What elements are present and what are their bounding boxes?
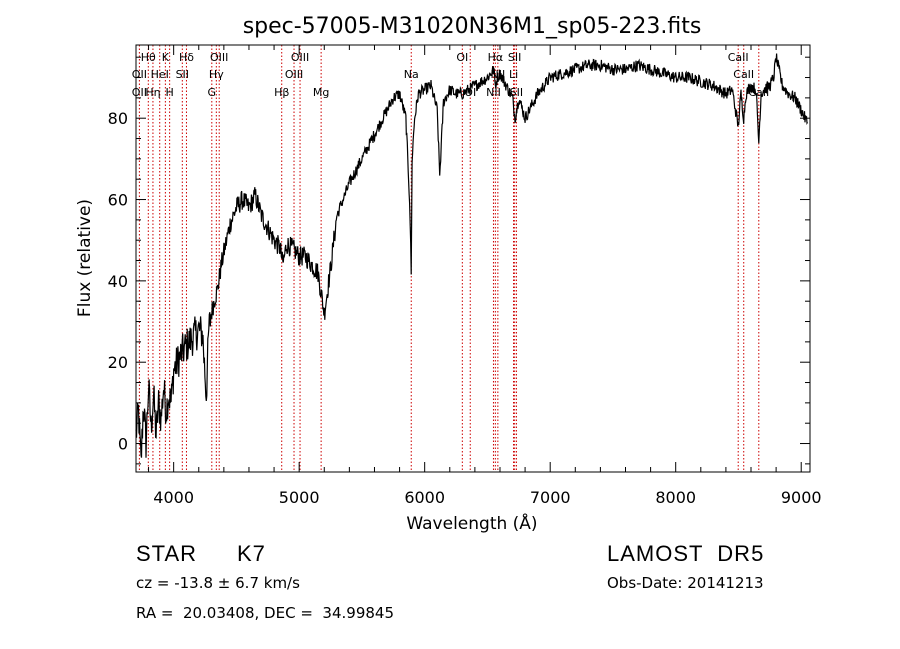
line-label: H <box>165 86 173 99</box>
line-label: Hη <box>145 86 160 99</box>
y-tick-label: 40 <box>108 272 128 291</box>
obs-date: Obs-Date: 20141213 <box>607 574 764 592</box>
line-label: CaII <box>733 68 754 81</box>
class-label: STAR <box>136 541 198 566</box>
line-label: OIII <box>210 51 228 64</box>
line-label: Hβ <box>274 86 289 99</box>
spectrum-line <box>135 53 809 458</box>
x-tick-label: 9000 <box>781 488 822 507</box>
cz-value: cz = -13.8 ± 6.7 km/s <box>136 574 300 592</box>
plot-frame <box>135 44 811 473</box>
y-tick-label: 20 <box>108 353 128 372</box>
y-tick-label: 60 <box>108 191 128 210</box>
coordinates: RA = 20.03408, DEC = 34.99845 <box>136 604 395 622</box>
line-label: Li <box>509 68 518 81</box>
y-tick-label: 80 <box>108 109 128 128</box>
line-label: OI <box>456 51 468 64</box>
line-label: Hγ <box>209 68 224 81</box>
line-label: NII <box>486 86 501 99</box>
x-tick-label: 5000 <box>279 488 320 507</box>
y-axis-label: Flux (relative) <box>75 199 95 317</box>
line-label: HeI <box>151 68 169 81</box>
line-label: OIII <box>291 51 309 64</box>
x-tick-label: 8000 <box>655 488 696 507</box>
x-tick-label: 6000 <box>404 488 445 507</box>
line-label: SII <box>176 68 189 81</box>
line-markers <box>138 45 760 472</box>
chart-title: spec-57005-M31020N36M1_sp05-223.fits <box>243 14 702 39</box>
line-label: Mg <box>313 86 329 99</box>
y-axis: 0 20 40 60 80 <box>108 56 810 465</box>
line-label: Hδ <box>179 51 194 64</box>
line-label: Hα <box>488 51 504 64</box>
line-label: CaII <box>728 51 749 64</box>
line-label: SII <box>508 51 521 64</box>
line-label: K <box>162 51 170 64</box>
line-label: Na <box>404 68 419 81</box>
x-tick-label: 4000 <box>153 488 194 507</box>
x-axis: 4000 5000 6000 7000 8000 9000 <box>148 45 822 507</box>
line-labels: Hθ K Hδ OIII OIII OI Hα SII CaII OII HeI SII Hγ OIII N… <box>132 51 769 99</box>
subclass-label: K7 <box>237 541 266 566</box>
survey-label: LAMOST DR5 <box>607 541 765 566</box>
line-label: G <box>208 86 217 99</box>
line-label: Hθ <box>141 51 156 64</box>
x-tick-label: 7000 <box>530 488 571 507</box>
line-label: OII <box>132 68 147 81</box>
x-axis-label: Wavelength (Å) <box>406 512 537 534</box>
line-label: OIII <box>285 68 303 81</box>
y-tick-label: 0 <box>118 435 128 454</box>
